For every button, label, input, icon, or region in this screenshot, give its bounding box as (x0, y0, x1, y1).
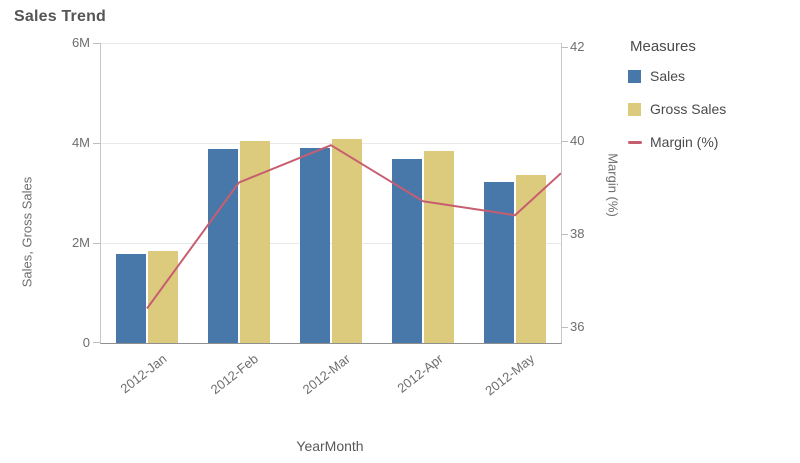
bar-sales-2012-feb[interactable] (208, 149, 238, 343)
legend-item-label: Margin (%) (650, 134, 719, 150)
plot-area[interactable] (100, 43, 562, 344)
legend-item-label: Gross Sales (650, 101, 727, 117)
bar-gross-sales-2012-apr[interactable] (424, 151, 454, 343)
left-axis-tickmark (93, 342, 100, 343)
right-axis-title: Margin (%) (605, 153, 621, 217)
legend-item-list: Sales Gross Sales Margin (%) (628, 69, 793, 150)
bar-gross-sales-2012-mar[interactable] (332, 139, 362, 343)
right-axis-tickmark (561, 234, 568, 235)
bar-sales-2012-mar[interactable] (300, 148, 330, 343)
left-axis-title: Sales, Gross Sales (19, 176, 35, 288)
right-axis-tick-label: 40 (570, 133, 585, 148)
legend-item-margin[interactable]: Margin (%) (628, 135, 793, 150)
right-axis-tick-label: 36 (570, 319, 585, 334)
x-label-2012-apr[interactable]: 2012-Apr (393, 351, 446, 396)
bar-sales-2012-may[interactable] (484, 182, 514, 343)
legend-title: Measures (630, 38, 696, 55)
x-label-2012-mar[interactable]: 2012-Mar (300, 351, 354, 398)
gridline (101, 143, 561, 144)
bar-sales-2012-jan[interactable] (116, 254, 146, 343)
right-axis-tickmark (561, 47, 568, 48)
left-axis-tick-label: 6M (71, 35, 90, 50)
gridline (101, 43, 561, 44)
legend-item-sales[interactable]: Sales (628, 69, 793, 84)
bar-sales-2012-apr[interactable] (392, 159, 422, 343)
right-axis-tickmark (561, 141, 568, 142)
legend: Measures Sales Gross Sales Margin (%) (628, 38, 793, 168)
left-axis-tick-label: 2M (71, 235, 90, 250)
legend-item-label: Sales (650, 68, 686, 84)
bar-gross-sales-2012-feb[interactable] (240, 141, 270, 343)
left-axis-tickmark (93, 143, 100, 144)
x-label-2012-jan[interactable]: 2012-Jan (117, 351, 170, 397)
bar-gross-sales-2012-may[interactable] (516, 175, 546, 343)
left-axis-tickmark (93, 243, 100, 244)
x-axis-title: YearMonth (296, 438, 364, 454)
legend-swatch-margin-icon (628, 141, 642, 144)
right-axis-tick-label: 42 (570, 39, 585, 54)
left-axis-tick-label: 0 (82, 335, 90, 350)
legend-swatch-sales-icon (628, 70, 641, 83)
left-axis-tick-label: 4M (71, 135, 90, 150)
x-label-2012-may[interactable]: 2012-May (482, 351, 538, 399)
chart-title: Sales Trend (14, 8, 107, 25)
x-label-2012-feb[interactable]: 2012-Feb (208, 351, 262, 398)
bar-gross-sales-2012-jan[interactable] (148, 251, 178, 343)
legend-swatch-gross-sales-icon (628, 103, 641, 116)
legend-item-gross-sales[interactable]: Gross Sales (628, 102, 793, 117)
right-axis-tickmark (561, 327, 568, 328)
left-axis-tickmark (93, 43, 100, 44)
right-axis-tick-label: 38 (570, 226, 585, 241)
